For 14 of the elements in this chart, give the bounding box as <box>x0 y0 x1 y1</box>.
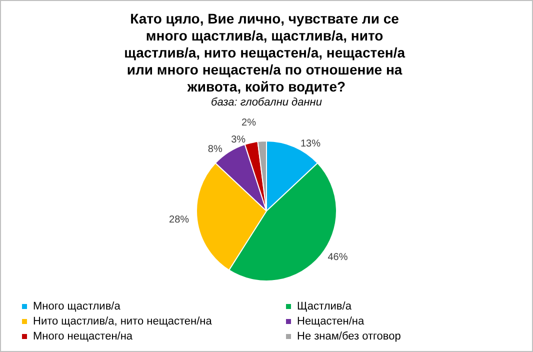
data-label: 2% <box>242 118 256 129</box>
chart-subtitle: база: глобални данни <box>211 96 322 108</box>
data-label: 13% <box>300 138 321 150</box>
chart-title: Като цяло, Вие лично, чувствате ли се много щастлив/а, щастлив/а, нито щастлив/а, нито нещастен/а, нещастен/а или много нещастен/а по отношение на живота, който водите? <box>124 10 409 94</box>
legend-label: Нещастен/на <box>297 316 365 328</box>
legend-label: Не знам/без отговор <box>297 330 401 342</box>
data-label: 8% <box>208 144 222 155</box>
legend-label: Щастлив/а <box>297 300 352 312</box>
data-label: 28% <box>169 214 190 226</box>
legend-label: Много нещастен/на <box>33 330 134 342</box>
data-label: 3% <box>231 134 246 146</box>
data-label: 46% <box>328 252 348 264</box>
legend-label: Нито щастлив/а, нито нещастен/на <box>33 316 213 328</box>
legend-label: Много щастлив/а <box>33 300 122 312</box>
